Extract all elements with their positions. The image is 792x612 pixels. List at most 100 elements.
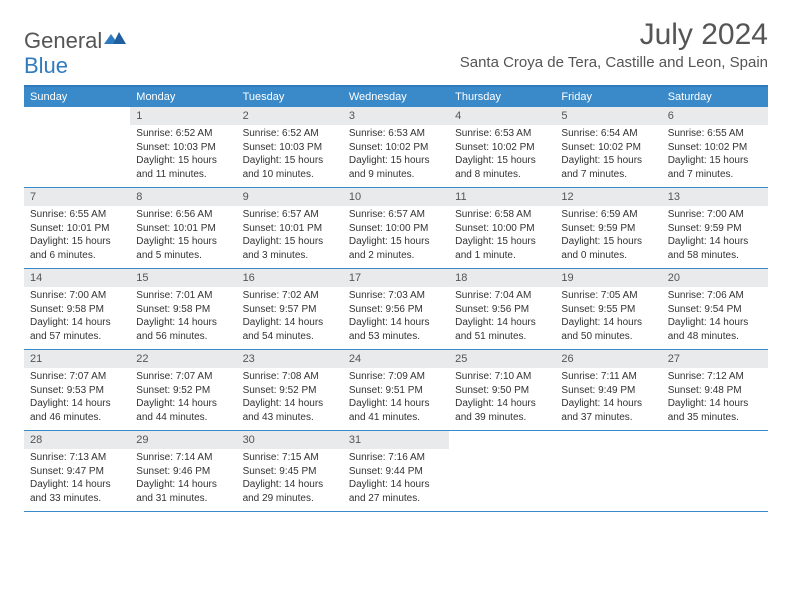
day-number: 6 (662, 107, 768, 125)
day-number: 10 (343, 188, 449, 206)
daylight-text: Daylight: 15 hours and 11 minutes. (136, 154, 230, 181)
day-cell: 25Sunrise: 7:10 AMSunset: 9:50 PMDayligh… (449, 350, 555, 430)
sunset-text: Sunset: 9:54 PM (668, 303, 762, 317)
day-cell: 28Sunrise: 7:13 AMSunset: 9:47 PMDayligh… (24, 431, 130, 511)
day-body: Sunrise: 7:12 AMSunset: 9:48 PMDaylight:… (662, 368, 768, 430)
sunset-text: Sunset: 9:53 PM (30, 384, 124, 398)
daylight-text: Daylight: 14 hours and 33 minutes. (30, 478, 124, 505)
daylight-text: Daylight: 14 hours and 57 minutes. (30, 316, 124, 343)
sunset-text: Sunset: 9:55 PM (561, 303, 655, 317)
daylight-text: Daylight: 14 hours and 44 minutes. (136, 397, 230, 424)
day-cell: 31Sunrise: 7:16 AMSunset: 9:44 PMDayligh… (343, 431, 449, 511)
day-number (449, 431, 555, 449)
sunset-text: Sunset: 10:02 PM (455, 141, 549, 155)
day-cell (24, 107, 130, 187)
day-body: Sunrise: 6:53 AMSunset: 10:02 PMDaylight… (449, 125, 555, 187)
daylight-text: Daylight: 15 hours and 9 minutes. (349, 154, 443, 181)
sunset-text: Sunset: 9:51 PM (349, 384, 443, 398)
week-row: 1Sunrise: 6:52 AMSunset: 10:03 PMDayligh… (24, 107, 768, 188)
daylight-text: Daylight: 15 hours and 5 minutes. (136, 235, 230, 262)
day-body (662, 449, 768, 509)
sunrise-text: Sunrise: 7:00 AM (30, 289, 124, 303)
sunset-text: Sunset: 9:56 PM (455, 303, 549, 317)
day-body: Sunrise: 7:03 AMSunset: 9:56 PMDaylight:… (343, 287, 449, 349)
calendar: SundayMondayTuesdayWednesdayThursdayFrid… (24, 85, 768, 512)
day-number: 14 (24, 269, 130, 287)
day-cell: 14Sunrise: 7:00 AMSunset: 9:58 PMDayligh… (24, 269, 130, 349)
sunrise-text: Sunrise: 6:57 AM (243, 208, 337, 222)
day-cell: 3Sunrise: 6:53 AMSunset: 10:02 PMDayligh… (343, 107, 449, 187)
day-cell: 16Sunrise: 7:02 AMSunset: 9:57 PMDayligh… (237, 269, 343, 349)
daylight-text: Daylight: 14 hours and 50 minutes. (561, 316, 655, 343)
sunset-text: Sunset: 9:52 PM (243, 384, 337, 398)
daylight-text: Daylight: 15 hours and 2 minutes. (349, 235, 443, 262)
sunrise-text: Sunrise: 6:52 AM (243, 127, 337, 141)
weekday-cell: Monday (130, 87, 236, 107)
sunrise-text: Sunrise: 7:13 AM (30, 451, 124, 465)
day-number (662, 431, 768, 449)
daylight-text: Daylight: 14 hours and 51 minutes. (455, 316, 549, 343)
weekday-cell: Sunday (24, 87, 130, 107)
day-cell: 21Sunrise: 7:07 AMSunset: 9:53 PMDayligh… (24, 350, 130, 430)
day-number: 5 (555, 107, 661, 125)
sunrise-text: Sunrise: 7:07 AM (136, 370, 230, 384)
daylight-text: Daylight: 15 hours and 0 minutes. (561, 235, 655, 262)
sunrise-text: Sunrise: 7:10 AM (455, 370, 549, 384)
sunset-text: Sunset: 10:03 PM (136, 141, 230, 155)
sunset-text: Sunset: 9:59 PM (561, 222, 655, 236)
day-number: 9 (237, 188, 343, 206)
day-number: 29 (130, 431, 236, 449)
day-cell: 2Sunrise: 6:52 AMSunset: 10:03 PMDayligh… (237, 107, 343, 187)
day-body: Sunrise: 6:55 AMSunset: 10:02 PMDaylight… (662, 125, 768, 187)
sunset-text: Sunset: 10:02 PM (561, 141, 655, 155)
flag-icon (104, 28, 126, 54)
logo-text-2: Blue (24, 53, 68, 79)
weeks: 1Sunrise: 6:52 AMSunset: 10:03 PMDayligh… (24, 107, 768, 512)
day-body: Sunrise: 6:57 AMSunset: 10:01 PMDaylight… (237, 206, 343, 268)
day-number: 20 (662, 269, 768, 287)
day-body: Sunrise: 6:58 AMSunset: 10:00 PMDaylight… (449, 206, 555, 268)
day-number: 26 (555, 350, 661, 368)
day-body: Sunrise: 7:00 AMSunset: 9:59 PMDaylight:… (662, 206, 768, 268)
daylight-text: Daylight: 15 hours and 3 minutes. (243, 235, 337, 262)
day-body: Sunrise: 7:04 AMSunset: 9:56 PMDaylight:… (449, 287, 555, 349)
sunset-text: Sunset: 10:02 PM (668, 141, 762, 155)
day-cell: 24Sunrise: 7:09 AMSunset: 9:51 PMDayligh… (343, 350, 449, 430)
day-body (449, 449, 555, 509)
weekday-cell: Saturday (662, 87, 768, 107)
week-row: 21Sunrise: 7:07 AMSunset: 9:53 PMDayligh… (24, 350, 768, 431)
day-cell: 30Sunrise: 7:15 AMSunset: 9:45 PMDayligh… (237, 431, 343, 511)
day-number: 13 (662, 188, 768, 206)
day-number: 19 (555, 269, 661, 287)
daylight-text: Daylight: 14 hours and 27 minutes. (349, 478, 443, 505)
sunset-text: Sunset: 9:44 PM (349, 465, 443, 479)
sunrise-text: Sunrise: 7:14 AM (136, 451, 230, 465)
sunrise-text: Sunrise: 7:02 AM (243, 289, 337, 303)
day-cell: 29Sunrise: 7:14 AMSunset: 9:46 PMDayligh… (130, 431, 236, 511)
weekday-cell: Friday (555, 87, 661, 107)
daylight-text: Daylight: 15 hours and 7 minutes. (668, 154, 762, 181)
day-number: 7 (24, 188, 130, 206)
day-cell: 5Sunrise: 6:54 AMSunset: 10:02 PMDayligh… (555, 107, 661, 187)
weekday-row: SundayMondayTuesdayWednesdayThursdayFrid… (24, 87, 768, 107)
day-number: 25 (449, 350, 555, 368)
day-body: Sunrise: 7:07 AMSunset: 9:52 PMDaylight:… (130, 368, 236, 430)
day-number (555, 431, 661, 449)
daylight-text: Daylight: 15 hours and 10 minutes. (243, 154, 337, 181)
day-number: 8 (130, 188, 236, 206)
day-number: 4 (449, 107, 555, 125)
sunrise-text: Sunrise: 7:08 AM (243, 370, 337, 384)
day-number: 15 (130, 269, 236, 287)
day-number: 31 (343, 431, 449, 449)
month-title: July 2024 (460, 18, 768, 52)
day-number: 1 (130, 107, 236, 125)
daylight-text: Daylight: 14 hours and 46 minutes. (30, 397, 124, 424)
day-cell: 6Sunrise: 6:55 AMSunset: 10:02 PMDayligh… (662, 107, 768, 187)
day-body: Sunrise: 7:11 AMSunset: 9:49 PMDaylight:… (555, 368, 661, 430)
day-body: Sunrise: 7:08 AMSunset: 9:52 PMDaylight:… (237, 368, 343, 430)
daylight-text: Daylight: 14 hours and 37 minutes. (561, 397, 655, 424)
sunrise-text: Sunrise: 6:58 AM (455, 208, 549, 222)
daylight-text: Daylight: 15 hours and 6 minutes. (30, 235, 124, 262)
day-number: 12 (555, 188, 661, 206)
sunrise-text: Sunrise: 7:12 AM (668, 370, 762, 384)
